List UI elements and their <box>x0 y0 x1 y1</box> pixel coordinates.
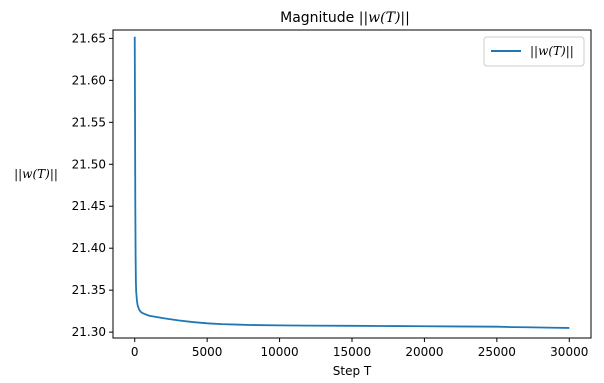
x-tick-label: 5000 <box>192 345 223 359</box>
series-layer <box>133 36 570 329</box>
legend-entry-label: ||w(T)|| <box>530 44 574 58</box>
x-tick-label: 25000 <box>478 345 516 359</box>
y-tick-label: 21.45 <box>72 199 106 213</box>
y-tick-label: 21.60 <box>72 73 106 87</box>
y-tick-label: 21.55 <box>72 115 106 129</box>
x-tick-label: 10000 <box>260 345 298 359</box>
y-tick-label: 21.50 <box>72 157 106 171</box>
x-axis-label: Step T <box>333 364 372 378</box>
y-tick-label: 21.30 <box>72 325 106 339</box>
x-axis: 0 5000 10000 15000 20000 25000 30000 <box>131 338 588 359</box>
y-axis-label: ||w(T)|| <box>14 167 58 181</box>
series-line-0 <box>133 36 570 329</box>
chart-title-text: Magnitude <box>280 10 359 26</box>
y-tick-label: 21.65 <box>72 31 106 45</box>
x-tick-label: 30000 <box>550 345 588 359</box>
x-tick-label: 0 <box>131 345 139 359</box>
chart-title-math: ||w(T)|| <box>359 10 410 26</box>
x-tick-label: 15000 <box>333 345 371 359</box>
legend: ||w(T)|| <box>483 36 585 67</box>
chart-title: Magnitude ||w(T)|| <box>280 10 410 26</box>
y-axis: 21.30 21.35 21.40 21.45 21.50 21.55 21.60 21.65 <box>72 31 113 339</box>
x-tick-label: 20000 <box>405 345 443 359</box>
plot-area <box>112 29 592 339</box>
axes-frame <box>112 29 592 339</box>
y-tick-label: 21.40 <box>72 241 106 255</box>
y-tick-label: 21.35 <box>72 283 106 297</box>
legend-box <box>483 36 585 67</box>
